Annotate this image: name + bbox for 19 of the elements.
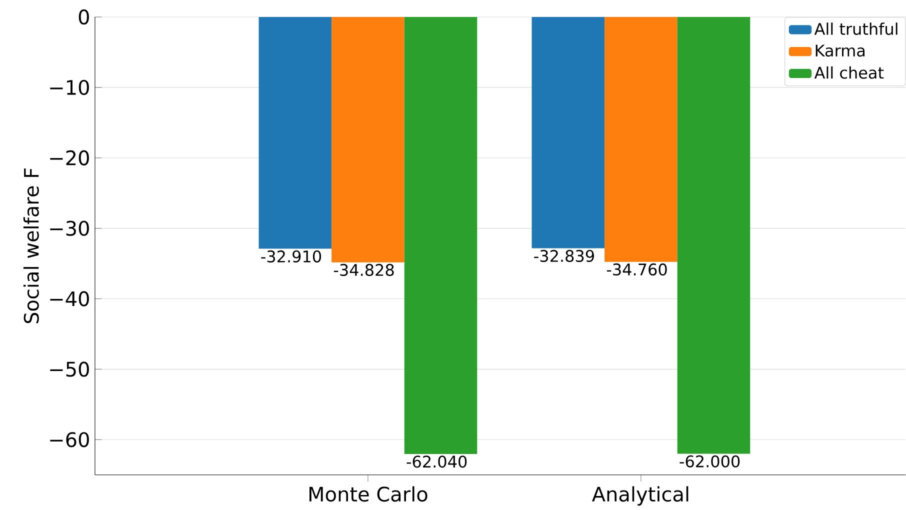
x-tick-label: Analytical: [592, 486, 688, 506]
y-tick-label: −60: [50, 432, 89, 448]
data-label: -34.828: [334, 264, 394, 276]
y-tick-label: −40: [50, 291, 89, 306]
y-tick-label: −30: [50, 220, 89, 236]
legend-label: All truthful: [814, 22, 898, 35]
legend-label: All cheat: [814, 66, 884, 79]
legend-label: Karma: [816, 44, 865, 57]
x-tick-label: Monte Carlo: [309, 486, 428, 502]
y-axis-title: Social welfare F: [23, 168, 39, 324]
data-label: -32.910: [261, 250, 322, 263]
data-label: -62.040: [406, 456, 467, 468]
data-label: -34.760: [606, 263, 667, 276]
y-tick-label: −50: [50, 362, 89, 377]
y-tick-label: 0: [78, 9, 89, 25]
data-label: -62.000: [680, 455, 740, 468]
data-label: -32.839: [534, 250, 594, 262]
y-tick-label: −10: [50, 80, 89, 95]
y-tick-label: −20: [50, 150, 89, 166]
